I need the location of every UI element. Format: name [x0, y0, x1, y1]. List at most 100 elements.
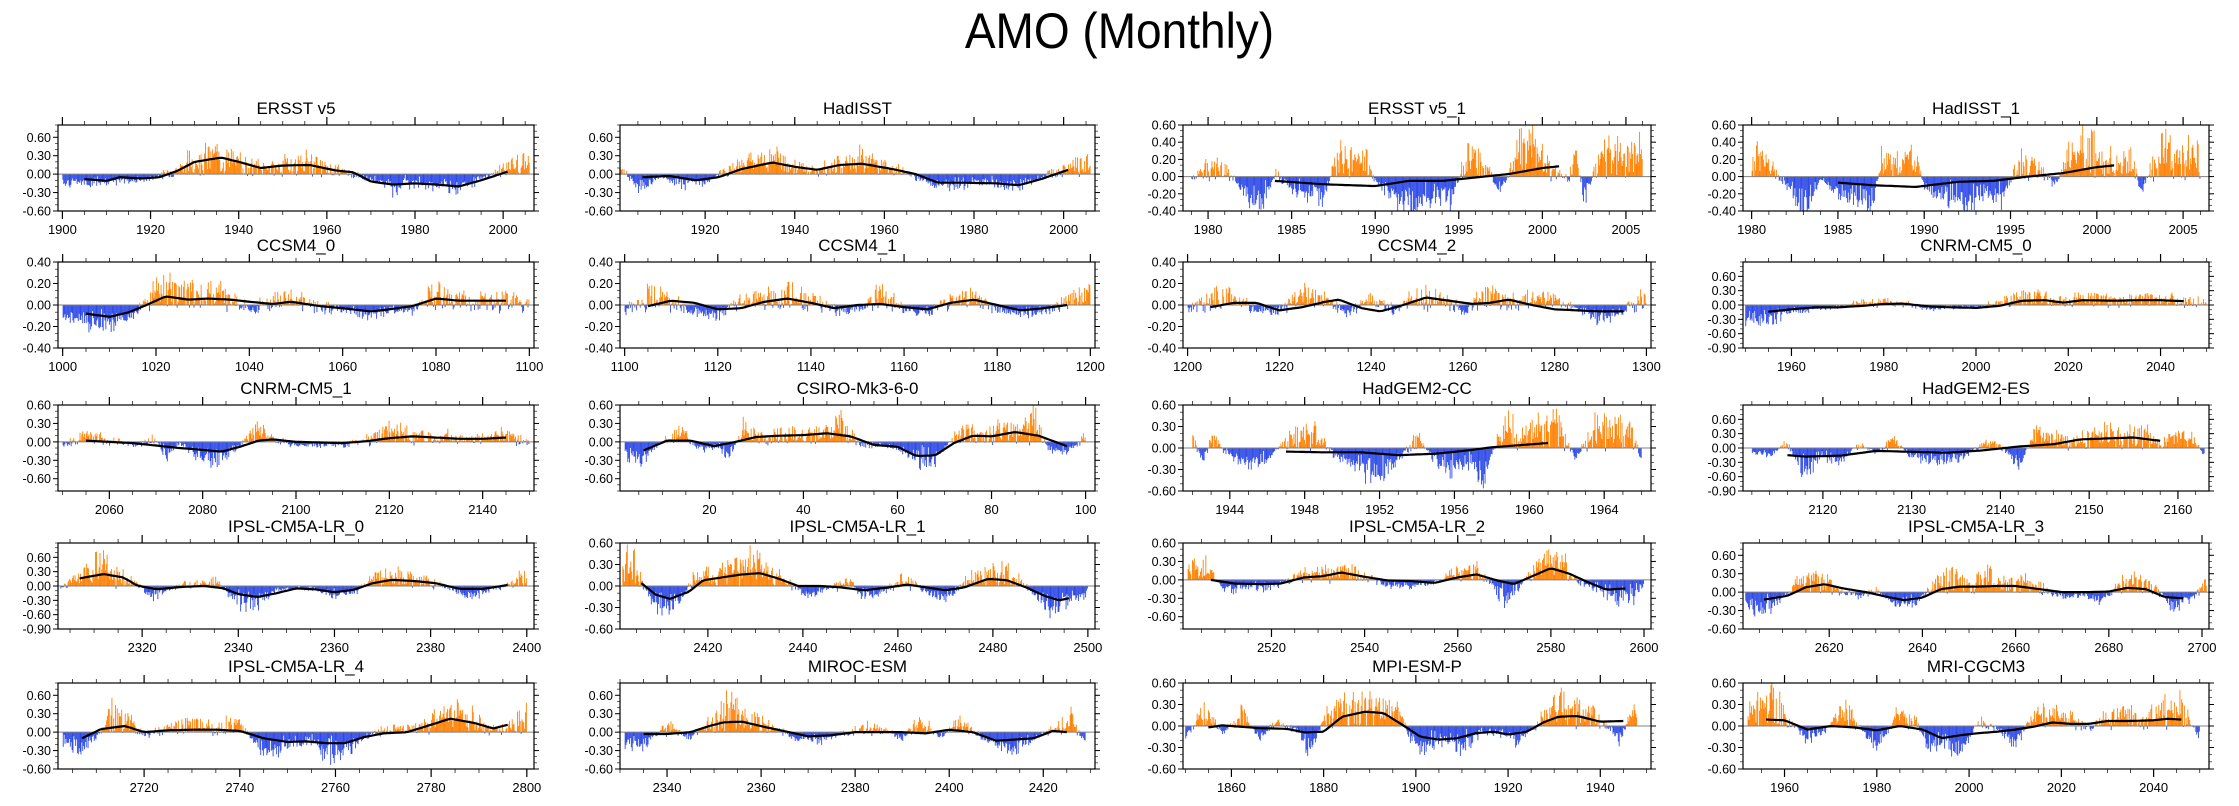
negative-bar	[1269, 305, 1271, 313]
negative-bar	[1332, 305, 1334, 309]
negative-bar	[856, 305, 858, 310]
positive-bar	[1197, 301, 1199, 305]
negative-bar	[140, 174, 142, 180]
positive-bar	[292, 171, 294, 175]
negative-bar	[1310, 176, 1312, 197]
positive-bar	[1989, 303, 1990, 305]
negative-bar	[1500, 305, 1502, 310]
negative-bar	[915, 174, 917, 181]
positive-bar	[1626, 303, 1628, 305]
negative-bar	[1322, 176, 1324, 198]
positive-bar	[1548, 160, 1550, 177]
positive-bar	[1521, 169, 1523, 177]
positive-bar	[2163, 298, 2165, 305]
negative-bar	[939, 174, 941, 183]
y-tick-label: -0.30	[23, 186, 52, 200]
negative-bar	[1852, 176, 1854, 186]
negative-bar	[694, 174, 696, 181]
positive-bar	[1435, 288, 1437, 305]
positive-bar	[1519, 128, 1520, 177]
positive-bar	[515, 167, 517, 175]
positive-bar	[1859, 303, 1861, 305]
negative-bar	[72, 305, 74, 321]
positive-bar	[238, 158, 239, 175]
negative-bar	[1260, 305, 1262, 312]
panel-title: CCSM4_0	[257, 236, 335, 255]
negative-bar	[392, 305, 394, 308]
negative-bar	[1236, 176, 1238, 184]
x-tick-label: 1100	[611, 359, 639, 374]
positive-bar	[1486, 166, 1488, 177]
positive-bar	[1332, 165, 1334, 177]
negative-bar	[1872, 176, 1874, 201]
negative-bar	[1406, 176, 1408, 197]
negative-bar	[1461, 305, 1463, 312]
positive-bar	[870, 163, 871, 175]
negative-bar	[1596, 305, 1598, 326]
positive-bar	[144, 299, 146, 305]
negative-bar	[370, 174, 371, 178]
positive-bar	[2103, 161, 2105, 177]
negative-bar	[1282, 305, 1283, 307]
positive-bar	[1760, 152, 1762, 177]
negative-bar	[1621, 305, 1623, 315]
positive-bar	[1540, 296, 1542, 305]
positive-bar	[2075, 159, 2077, 177]
negative-bar	[1831, 176, 1833, 191]
negative-bar	[964, 174, 966, 187]
negative-bar	[1840, 305, 1842, 308]
positive-bar	[842, 173, 844, 175]
positive-bar	[2165, 128, 2167, 177]
positive-bar	[1597, 173, 1598, 177]
negative-bar	[243, 305, 245, 311]
positive-bar	[1770, 173, 1771, 177]
positive-bar	[1851, 303, 1853, 305]
negative-bar	[109, 305, 111, 322]
negative-bar	[1980, 305, 1981, 308]
negative-bar	[429, 174, 431, 183]
positive-bar	[660, 286, 662, 305]
negative-bar	[1351, 305, 1353, 308]
positive-bar	[754, 166, 756, 175]
positive-bar	[1380, 300, 1382, 305]
negative-bar	[636, 305, 638, 311]
negative-bar	[1948, 176, 1950, 209]
negative-bar	[1045, 305, 1047, 314]
negative-bar	[1789, 176, 1791, 188]
positive-bar	[1510, 298, 1511, 305]
positive-bar	[1557, 299, 1559, 305]
negative-bar	[379, 174, 381, 180]
negative-bar	[1032, 174, 1034, 181]
negative-bar	[2140, 176, 2141, 189]
negative-bar	[1581, 176, 1583, 179]
positive-bar	[259, 167, 261, 175]
x-tick-label: 1120	[704, 359, 732, 374]
negative-bar	[66, 174, 68, 181]
positive-bar	[1380, 300, 1381, 305]
negative-bar	[1964, 305, 1966, 307]
positive-bar	[760, 292, 761, 305]
positive-bar	[312, 168, 314, 175]
positive-bar	[1292, 301, 1294, 305]
positive-bar	[1480, 161, 1482, 177]
negative-bar	[804, 305, 806, 309]
positive-bar	[498, 299, 500, 305]
negative-bar	[930, 305, 932, 315]
positive-bar	[328, 172, 329, 175]
negative-bar	[979, 174, 981, 182]
positive-bar	[212, 149, 214, 175]
negative-bar	[453, 305, 455, 308]
negative-bar	[1278, 176, 1280, 181]
positive-bar	[323, 168, 325, 175]
y-tick-label: -0.30	[585, 186, 614, 200]
positive-bar	[497, 170, 499, 175]
negative-bar	[1811, 176, 1813, 197]
negative-bar	[477, 305, 479, 310]
positive-bar	[294, 301, 296, 305]
negative-bar	[86, 305, 88, 314]
negative-bar	[1344, 305, 1346, 314]
positive-bar	[718, 170, 720, 175]
positive-bar	[458, 292, 460, 305]
negative-bar	[321, 305, 323, 312]
positive-bar	[1206, 293, 1208, 305]
